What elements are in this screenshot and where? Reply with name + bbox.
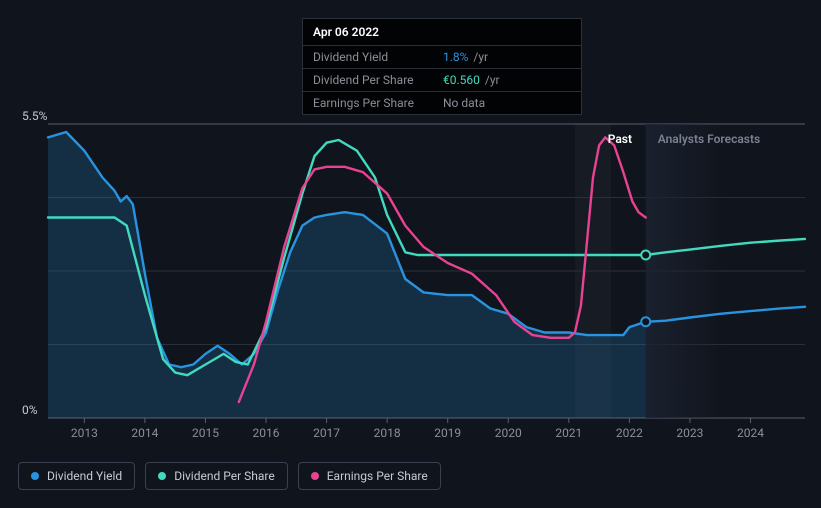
legend-item-dividend-yield[interactable]: Dividend Yield bbox=[18, 462, 135, 490]
legend-dot-icon bbox=[158, 472, 166, 480]
tooltip-rows: Dividend Yield 1.8% /yr Dividend Per Share… bbox=[303, 46, 581, 114]
x-tick-label: 2015 bbox=[192, 426, 219, 440]
x-tick-label: 2024 bbox=[737, 426, 764, 440]
x-tick-label: 2017 bbox=[313, 426, 340, 440]
legend-dot-icon bbox=[311, 472, 319, 480]
tooltip-row-value: €0.560 /yr bbox=[443, 73, 500, 87]
legend-label: Earnings Per Share bbox=[327, 469, 428, 483]
y-tick-label: 0% bbox=[22, 403, 38, 417]
tooltip-row: Dividend Yield 1.8% /yr bbox=[303, 46, 581, 69]
x-tick-label: 2013 bbox=[71, 426, 98, 440]
x-tick-label: 2023 bbox=[676, 426, 703, 440]
x-tick-label: 2019 bbox=[434, 426, 461, 440]
legend-item-dividend-per-share[interactable]: Dividend Per Share bbox=[145, 462, 288, 490]
legend-dot-icon bbox=[31, 472, 39, 480]
region-label-forecast: Analysts Forecasts bbox=[658, 132, 760, 146]
region-label-past: Past bbox=[608, 132, 632, 146]
tooltip-date: Apr 06 2022 bbox=[303, 19, 581, 46]
x-tick-label: 2020 bbox=[495, 426, 522, 440]
tooltip-row-label: Dividend Yield bbox=[313, 50, 423, 64]
tooltip-row-label: Earnings Per Share bbox=[313, 96, 423, 110]
y-tick-label: 5.5% bbox=[22, 109, 47, 123]
x-tick-label: 2022 bbox=[616, 426, 643, 440]
tooltip-row-label: Dividend Per Share bbox=[313, 73, 423, 87]
tooltip-row-value: No data bbox=[443, 96, 485, 110]
x-tick-label: 2021 bbox=[555, 426, 582, 440]
legend-label: Dividend Per Share bbox=[174, 469, 275, 483]
legend-label: Dividend Yield bbox=[47, 469, 122, 483]
x-tick-label: 2014 bbox=[131, 426, 158, 440]
chart-tooltip: Apr 06 2022 Dividend Yield1.8% /yrDivide… bbox=[302, 18, 582, 115]
tooltip-row-value: 1.8% /yr bbox=[443, 50, 488, 64]
legend: Dividend Yield Dividend Per Share Earnings… bbox=[18, 462, 441, 490]
tooltip-row: Dividend Per Share €0.560 /yr bbox=[303, 69, 581, 92]
tooltip-row: Earnings Per Share No data bbox=[303, 92, 581, 114]
legend-item-earnings-per-share[interactable]: Earnings Per Share bbox=[298, 462, 441, 490]
x-tick-label: 2018 bbox=[374, 426, 401, 440]
x-tick-label: 2016 bbox=[253, 426, 280, 440]
